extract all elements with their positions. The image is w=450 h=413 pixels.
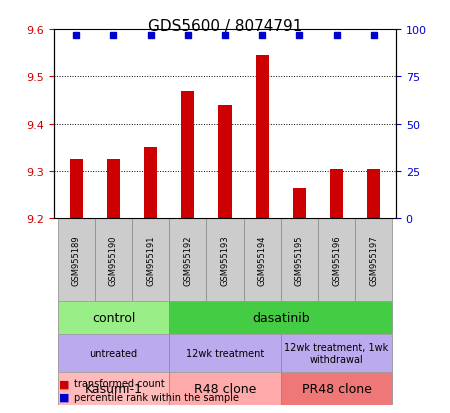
- FancyBboxPatch shape: [281, 372, 392, 405]
- FancyBboxPatch shape: [58, 219, 95, 301]
- FancyBboxPatch shape: [169, 301, 392, 334]
- Text: Kasumi-1: Kasumi-1: [85, 382, 143, 395]
- FancyBboxPatch shape: [281, 334, 392, 372]
- Text: GSM955194: GSM955194: [258, 235, 267, 285]
- Text: GSM955197: GSM955197: [369, 235, 378, 285]
- FancyBboxPatch shape: [58, 301, 169, 334]
- Text: transformed count: transformed count: [74, 378, 165, 388]
- Bar: [181, 91, 194, 219]
- Text: ■: ■: [58, 378, 69, 388]
- Bar: [293, 188, 306, 219]
- Bar: [107, 160, 120, 219]
- Bar: [367, 169, 380, 219]
- FancyBboxPatch shape: [95, 219, 132, 301]
- FancyBboxPatch shape: [58, 334, 169, 372]
- FancyBboxPatch shape: [169, 372, 281, 405]
- Text: GSM955190: GSM955190: [109, 235, 118, 285]
- FancyBboxPatch shape: [58, 372, 169, 405]
- Text: GSM955196: GSM955196: [332, 235, 341, 285]
- FancyBboxPatch shape: [318, 219, 355, 301]
- Text: percentile rank within the sample: percentile rank within the sample: [74, 392, 239, 402]
- Bar: [219, 106, 231, 219]
- Text: GSM955189: GSM955189: [72, 235, 81, 285]
- Text: R48 clone: R48 clone: [194, 382, 256, 395]
- Text: dasatinib: dasatinib: [252, 311, 310, 324]
- Text: GSM955193: GSM955193: [220, 235, 230, 285]
- FancyBboxPatch shape: [355, 219, 392, 301]
- Bar: [70, 160, 83, 219]
- FancyBboxPatch shape: [243, 219, 281, 301]
- FancyBboxPatch shape: [207, 219, 243, 301]
- Text: 12wk treatment, 1wk
withdrawal: 12wk treatment, 1wk withdrawal: [284, 342, 389, 364]
- Text: 12wk treatment: 12wk treatment: [186, 348, 264, 358]
- Text: ■: ■: [58, 392, 69, 402]
- Text: GSM955191: GSM955191: [146, 235, 155, 285]
- Bar: [330, 169, 343, 219]
- Text: untreated: untreated: [90, 348, 138, 358]
- Bar: [256, 56, 269, 219]
- Text: GDS5600 / 8074791: GDS5600 / 8074791: [148, 19, 302, 33]
- FancyBboxPatch shape: [281, 219, 318, 301]
- Text: PR48 clone: PR48 clone: [302, 382, 371, 395]
- Bar: [144, 148, 157, 219]
- FancyBboxPatch shape: [169, 334, 281, 372]
- FancyBboxPatch shape: [132, 219, 169, 301]
- Text: control: control: [92, 311, 135, 324]
- Text: GSM955192: GSM955192: [183, 235, 192, 285]
- Text: GSM955195: GSM955195: [295, 235, 304, 285]
- FancyBboxPatch shape: [169, 219, 207, 301]
